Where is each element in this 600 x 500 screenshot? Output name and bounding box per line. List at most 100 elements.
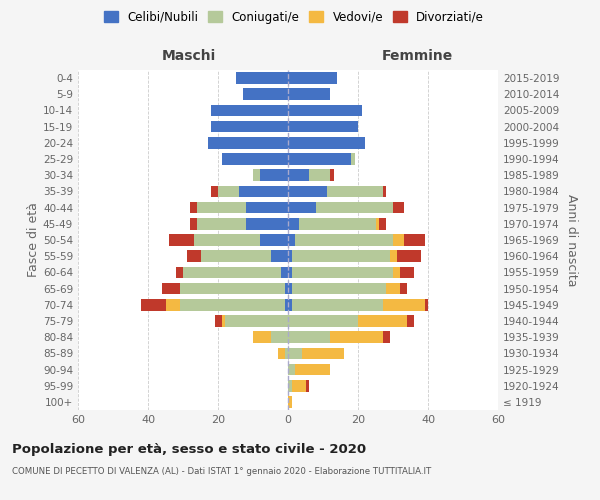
Bar: [183, 266, 281, 278]
Bar: [288, 299, 292, 310]
Bar: [302, 348, 344, 359]
Bar: [277, 348, 284, 359]
Bar: [288, 104, 361, 117]
Bar: [281, 266, 288, 278]
Bar: [166, 299, 179, 310]
Bar: [288, 315, 358, 327]
Bar: [295, 234, 393, 246]
Bar: [190, 218, 197, 230]
Bar: [288, 170, 309, 181]
Bar: [211, 186, 218, 198]
Bar: [326, 186, 383, 198]
Bar: [425, 299, 428, 310]
Bar: [187, 250, 200, 262]
Bar: [271, 250, 288, 262]
Bar: [193, 234, 260, 246]
Bar: [253, 170, 260, 181]
Bar: [288, 137, 365, 148]
Bar: [397, 250, 421, 262]
Bar: [179, 299, 284, 310]
Bar: [200, 250, 271, 262]
Bar: [288, 88, 330, 100]
Bar: [288, 72, 337, 84]
Bar: [316, 202, 393, 213]
Bar: [169, 234, 193, 246]
Text: Popolazione per età, sesso e stato civile - 2020: Popolazione per età, sesso e stato civil…: [12, 442, 366, 456]
Bar: [288, 121, 358, 132]
Text: COMUNE DI PECETTO DI VALENZA (AL) - Dati ISTAT 1° gennaio 2020 - Elaborazione TU: COMUNE DI PECETTO DI VALENZA (AL) - Dati…: [12, 468, 431, 476]
Bar: [309, 170, 330, 181]
Bar: [288, 348, 302, 359]
Bar: [288, 202, 316, 213]
Bar: [218, 186, 239, 198]
Bar: [389, 250, 397, 262]
Bar: [246, 202, 288, 213]
Bar: [288, 186, 326, 198]
Bar: [383, 186, 386, 198]
Bar: [299, 218, 376, 230]
Bar: [379, 218, 386, 230]
Bar: [288, 396, 292, 407]
Bar: [407, 315, 414, 327]
Bar: [330, 170, 334, 181]
Bar: [292, 380, 305, 392]
Text: Femmine: Femmine: [382, 48, 452, 62]
Bar: [211, 104, 288, 117]
Bar: [284, 348, 288, 359]
Bar: [284, 299, 288, 310]
Bar: [260, 170, 288, 181]
Bar: [190, 202, 197, 213]
Y-axis label: Anni di nascita: Anni di nascita: [565, 194, 578, 286]
Bar: [292, 250, 389, 262]
Bar: [215, 315, 221, 327]
Bar: [400, 282, 407, 294]
Text: Maschi: Maschi: [162, 48, 216, 62]
Bar: [271, 332, 288, 343]
Bar: [288, 234, 295, 246]
Bar: [288, 266, 292, 278]
Bar: [141, 299, 166, 310]
Bar: [288, 332, 330, 343]
Bar: [179, 282, 284, 294]
Bar: [176, 266, 183, 278]
Bar: [383, 299, 425, 310]
Bar: [351, 153, 355, 165]
Bar: [305, 380, 309, 392]
Bar: [288, 250, 292, 262]
Bar: [239, 186, 288, 198]
Bar: [197, 202, 246, 213]
Bar: [292, 282, 386, 294]
Bar: [197, 218, 246, 230]
Bar: [260, 234, 288, 246]
Bar: [221, 153, 288, 165]
Bar: [393, 266, 400, 278]
Bar: [330, 332, 383, 343]
Bar: [235, 72, 288, 84]
Bar: [383, 332, 389, 343]
Bar: [376, 218, 379, 230]
Bar: [246, 218, 288, 230]
Bar: [208, 137, 288, 148]
Bar: [253, 332, 271, 343]
Bar: [400, 266, 414, 278]
Bar: [221, 315, 225, 327]
Bar: [225, 315, 288, 327]
Bar: [288, 282, 292, 294]
Bar: [393, 234, 404, 246]
Bar: [162, 282, 179, 294]
Bar: [288, 380, 292, 392]
Bar: [284, 282, 288, 294]
Bar: [292, 266, 393, 278]
Y-axis label: Fasce di età: Fasce di età: [27, 202, 40, 278]
Bar: [288, 153, 351, 165]
Bar: [386, 282, 400, 294]
Legend: Celibi/Nubili, Coniugati/e, Vedovi/e, Divorziati/e: Celibi/Nubili, Coniugati/e, Vedovi/e, Di…: [99, 6, 489, 28]
Bar: [288, 364, 295, 376]
Bar: [404, 234, 425, 246]
Bar: [358, 315, 407, 327]
Bar: [242, 88, 288, 100]
Bar: [211, 121, 288, 132]
Bar: [288, 218, 299, 230]
Bar: [292, 299, 383, 310]
Bar: [295, 364, 330, 376]
